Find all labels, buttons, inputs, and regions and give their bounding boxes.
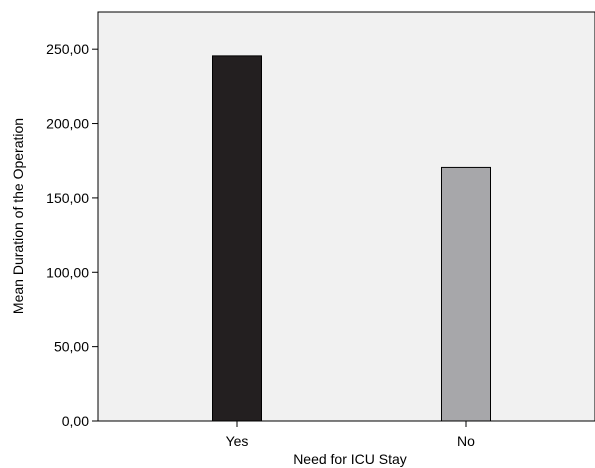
y-tick-label: 100,00	[46, 264, 89, 280]
y-axis-ticks: 0,00 50,00 100,00 150,00 200,00 250,00	[46, 41, 98, 429]
bars	[212, 55, 491, 422]
y-tick-label: 250,00	[46, 41, 89, 57]
bar-yes	[212, 55, 262, 422]
y-tick-label: 150,00	[46, 190, 89, 206]
y-tick-label: 0,00	[62, 413, 89, 429]
y-axis-title: Mean Duration of the Operation	[10, 118, 26, 314]
x-tick-label: Yes	[226, 433, 249, 449]
x-axis-title: Need for ICU Stay	[293, 451, 407, 467]
x-tick-label: No	[457, 433, 475, 449]
x-axis-ticks: Yes No	[226, 421, 475, 449]
bar-no	[441, 166, 491, 422]
plot-area	[97, 11, 595, 422]
y-tick-label: 200,00	[46, 116, 89, 132]
y-tick-label: 50,00	[54, 339, 89, 355]
